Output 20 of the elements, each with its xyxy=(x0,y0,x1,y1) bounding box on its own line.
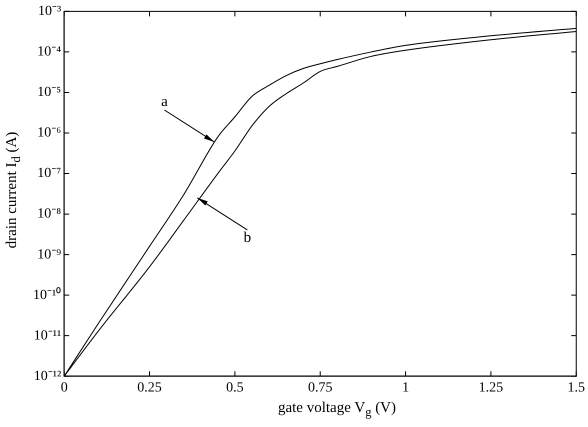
y-tick-label: 10⁻⁵ xyxy=(37,85,62,100)
y-tick-label: 10⁻⁷ xyxy=(37,166,62,182)
y-tick-label: 10⁻¹¹ xyxy=(34,328,62,344)
x-tick-label: 1 xyxy=(402,380,410,396)
y-tick-label: 10⁻³ xyxy=(38,4,62,20)
y-tick-label: 10⁻⁶ xyxy=(37,126,62,141)
x-axis-title: gate voltage V$_{g}$ (V) xyxy=(278,400,396,420)
y-tick-label: 10⁻¹⁰ xyxy=(32,286,62,303)
annotation: a xyxy=(161,94,168,110)
x-tick-label: 0.5 xyxy=(226,380,244,396)
y-tick-label: 10⁻¹² xyxy=(34,368,62,384)
x-tick-label: 1.5 xyxy=(568,380,585,396)
x-tick-label: 0.75 xyxy=(308,380,332,396)
annotation: b xyxy=(244,230,252,246)
x-tick-label: 1.25 xyxy=(478,380,504,396)
x-tick-label: 0.25 xyxy=(137,380,162,396)
y-tick-label: 10⁻⁴ xyxy=(37,44,62,60)
y-tick-label: 10⁻⁸ xyxy=(37,206,62,222)
x-tick-label: 0 xyxy=(60,380,68,396)
y-tick-label: 10⁻⁹ xyxy=(37,247,62,262)
